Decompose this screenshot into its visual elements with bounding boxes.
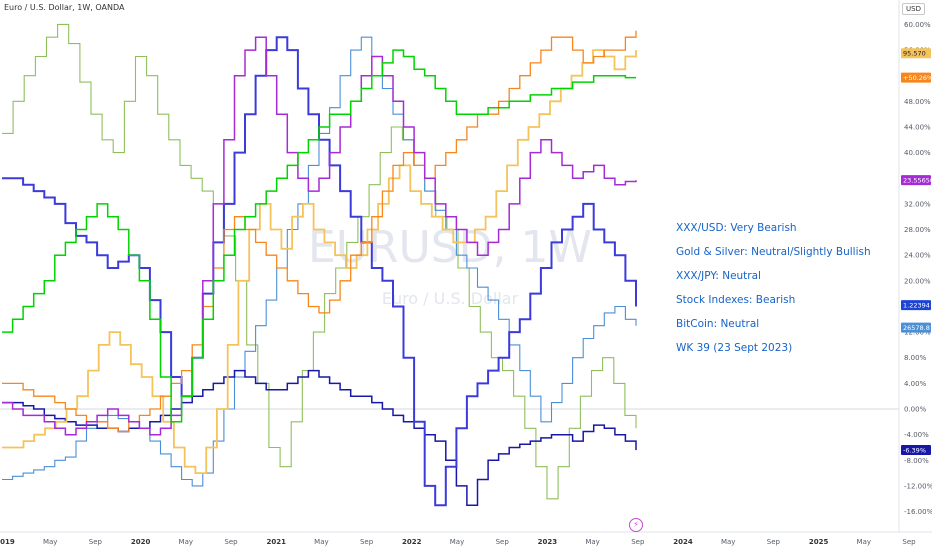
x-tick-label: Sep	[496, 538, 510, 546]
price-badge-label: 95.570	[903, 50, 926, 58]
x-tick-label: Sep	[360, 538, 374, 546]
note-xxx-usd: XXX/USD: Very Bearish	[676, 222, 797, 234]
y-tick-label: 48.00%	[904, 98, 931, 106]
x-tick-label: 2022	[402, 538, 422, 546]
x-tick-label: May	[43, 538, 57, 546]
x-tick-label: 2021	[266, 538, 286, 546]
price-badge-label: 26578.81	[903, 324, 932, 332]
y-tick-label: 32.00%	[904, 200, 931, 208]
x-tick-label: May	[450, 538, 464, 546]
y-tick-label: 0.00%	[904, 406, 927, 414]
y-tick-label: 28.00%	[904, 226, 931, 234]
series-line-3	[2, 369, 637, 506]
currency-button[interactable]: USD	[902, 3, 925, 15]
note-week: WK 39 (23 Sept 2023)	[676, 342, 793, 354]
series-line-6	[2, 30, 637, 433]
y-tick-label: 44.00%	[904, 123, 931, 131]
note-xxx-jpy: XXX/JPY: Neutral	[676, 270, 761, 282]
x-tick-label: 2025	[809, 538, 829, 546]
x-tick-label: Sep	[902, 538, 916, 546]
y-tick-label: -16.00%	[904, 508, 932, 516]
y-tick-label: 24.00%	[904, 252, 931, 260]
x-tick-label: 2023	[538, 538, 558, 546]
series-line-8	[2, 49, 636, 423]
note-stock-indexes: Stock Indexes: Bearish	[676, 294, 796, 306]
x-tick-label: Sep	[89, 538, 103, 546]
x-tick-label: 2024	[673, 538, 693, 546]
series-line-4	[2, 36, 637, 507]
price-badge	[901, 175, 931, 186]
price-badge-label: +50.26%	[903, 74, 932, 82]
price-badge	[901, 72, 931, 83]
x-tick-label: Sep	[767, 538, 781, 546]
lightning-icon[interactable]: ⚡	[629, 518, 643, 532]
x-tick-label: 2019	[0, 538, 15, 546]
x-tick-label: May	[857, 538, 871, 546]
price-badge-label: 23.55650	[903, 176, 932, 184]
watermark-main: EURUSD, 1W	[308, 222, 592, 273]
y-tick-label: -8.00%	[904, 457, 929, 465]
x-tick-label: Sep	[631, 538, 645, 546]
price-badge-label: -6.39%	[903, 446, 926, 454]
series-line-1	[2, 23, 637, 500]
x-tick-label: May	[721, 538, 735, 546]
price-badge	[901, 48, 931, 59]
watermark-sub: Euro / U.S. Dollar	[382, 289, 519, 308]
x-tick-label: 2020	[131, 538, 151, 546]
y-tick-label: 40.00%	[904, 149, 931, 157]
note-gold-silver: Gold & Silver: Neutral/Slightly Bullish	[676, 246, 871, 258]
x-tick-label: May	[314, 538, 328, 546]
note-bitcoin: BitCoin: Neutral	[676, 318, 760, 330]
symbol-header: Euro / U.S. Dollar, 1W, OANDA	[4, 3, 125, 12]
price-badge-label: 1.22394	[903, 301, 930, 309]
series-line-7	[2, 36, 637, 436]
x-tick-label: Sep	[224, 538, 238, 546]
y-tick-label: -4.00%	[904, 431, 929, 439]
watermark: EURUSD, 1W Euro / U.S. Dollar	[308, 222, 592, 308]
y-tick-label: -12.00%	[904, 482, 932, 490]
price-badge	[901, 300, 931, 311]
price-badge	[901, 322, 931, 333]
y-tick-label: 20.00%	[904, 277, 931, 285]
y-tick-label: 60.00%	[904, 21, 931, 29]
x-tick-label: May	[179, 538, 193, 546]
y-tick-label: 4.00%	[904, 380, 927, 388]
analysis-notes: XXX/USD: Very Bearish Gold & Silver: Neu…	[676, 222, 926, 366]
y-tick-label: 8.00%	[904, 354, 927, 362]
series-line-5	[2, 49, 637, 474]
x-tick-label: May	[585, 538, 599, 546]
price-badge	[901, 445, 931, 456]
